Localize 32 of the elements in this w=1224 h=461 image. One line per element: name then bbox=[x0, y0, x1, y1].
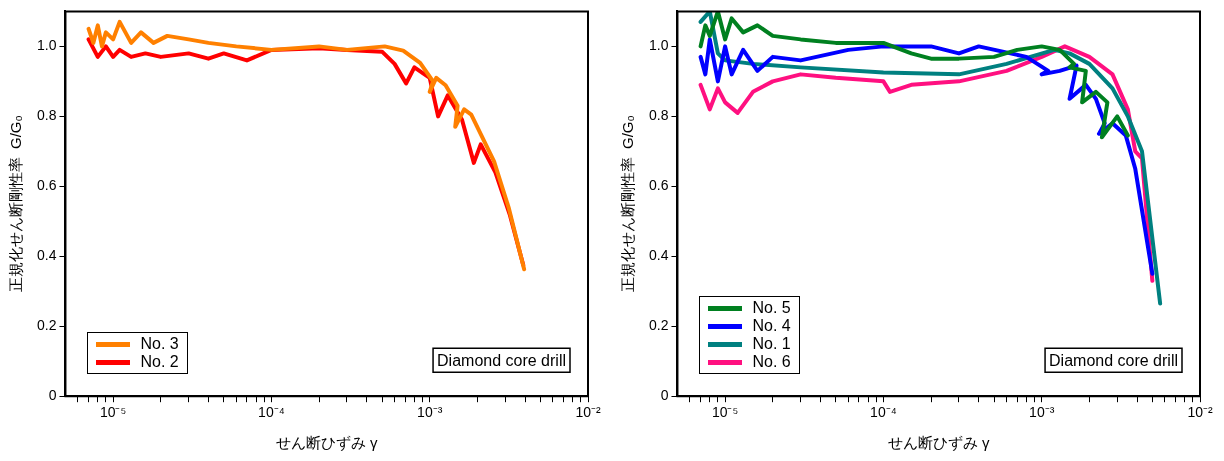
y-tick-label: 0 bbox=[48, 387, 57, 404]
annotation: Diamond core drill bbox=[1049, 351, 1178, 369]
y-tick-label: 0.4 bbox=[648, 247, 669, 264]
x-tick-label: 10⁻⁵ bbox=[99, 404, 127, 421]
y-tick-label: 0.2 bbox=[648, 317, 669, 334]
x-tick-label: 10⁻⁴ bbox=[258, 404, 285, 421]
y-tick-label: 1.0 bbox=[648, 37, 669, 54]
x-axis-title: せん断ひずみ γ bbox=[887, 434, 991, 453]
legend-label: No. 6 bbox=[752, 353, 791, 372]
y-tick-label: 0.6 bbox=[648, 177, 669, 194]
x-tick-label: 10⁻⁵ bbox=[711, 404, 739, 421]
legend-label: No. 4 bbox=[752, 317, 791, 336]
x-tick-label: 10⁻² bbox=[1187, 404, 1213, 421]
y-tick-label: 0 bbox=[660, 387, 669, 404]
y-tick-label: 0.6 bbox=[36, 177, 57, 194]
annotation: Diamond core drill bbox=[437, 351, 566, 369]
y-axis-title: 正規化せん断剛性率 G/G₀ bbox=[619, 115, 637, 293]
legend-label: No. 5 bbox=[752, 299, 791, 318]
legend-label: No. 2 bbox=[140, 353, 179, 372]
y-tick-label: 0.8 bbox=[36, 107, 57, 124]
x-axis-title: せん断ひずみ γ bbox=[275, 434, 379, 453]
x-tick-label: 10⁻³ bbox=[1029, 404, 1055, 421]
x-tick-label: 10⁻³ bbox=[417, 404, 443, 421]
legend-label: No. 1 bbox=[752, 335, 791, 354]
y-tick-label: 0.8 bbox=[648, 107, 669, 124]
y-tick-label: 0.2 bbox=[36, 317, 57, 334]
y-tick-label: 1.0 bbox=[36, 37, 57, 54]
y-axis-title: 正規化せん断剛性率 G/G₀ bbox=[7, 115, 25, 293]
x-tick-label: 10⁻² bbox=[575, 404, 601, 421]
x-tick-label: 10⁻⁴ bbox=[870, 404, 897, 421]
legend-label: No. 3 bbox=[140, 335, 179, 354]
y-tick-label: 0.4 bbox=[36, 247, 57, 264]
